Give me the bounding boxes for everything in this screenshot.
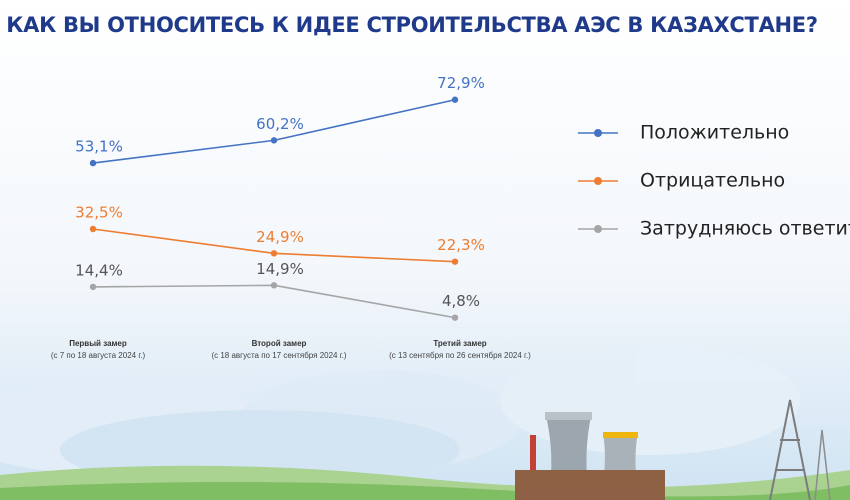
- point: [270, 137, 278, 144]
- legend-marker: [594, 129, 602, 137]
- data-label: 22,3%: [437, 236, 485, 254]
- point: [451, 258, 459, 265]
- data-label: 24,9%: [256, 228, 304, 246]
- legend-label: Затрудняюсь ответить: [640, 218, 850, 240]
- legend-label: Положительно: [640, 122, 789, 144]
- legend-label: Отрицательно: [640, 170, 785, 192]
- point: [89, 159, 97, 167]
- point: [89, 283, 97, 291]
- point: [451, 96, 459, 103]
- data-label: 14,9%: [256, 260, 304, 278]
- scenery: [0, 345, 850, 500]
- legend-marker: [594, 177, 602, 185]
- data-label: 14,4%: [75, 261, 123, 279]
- x-tick-label: Второй замер: [252, 339, 307, 348]
- data-label: 60,2%: [256, 115, 304, 133]
- data-label: 4,8%: [442, 292, 480, 310]
- data-label: 53,1%: [75, 138, 123, 156]
- point: [89, 225, 97, 233]
- point: [451, 314, 459, 321]
- chart-title: КАК ВЫ ОТНОСИТЕСЬ К ИДЕЕ СТРОИТЕЛЬСТВА А…: [6, 13, 817, 37]
- point: [270, 250, 278, 257]
- legend-marker: [594, 225, 602, 233]
- data-label: 32,5%: [75, 204, 123, 222]
- x-tick-sublabel: (с 7 по 18 августа 2024 г.): [51, 351, 146, 360]
- point: [270, 282, 278, 289]
- x-tick-label: Первый замер: [69, 339, 127, 348]
- x-tick-label: Третий замер: [433, 339, 486, 348]
- x-tick-sublabel: (с 18 августа по 17 сентября 2024 г.): [211, 351, 346, 360]
- data-label: 72,9%: [437, 74, 485, 92]
- x-tick-sublabel: (с 13 сентября по 26 сентября 2024 г.): [389, 351, 531, 360]
